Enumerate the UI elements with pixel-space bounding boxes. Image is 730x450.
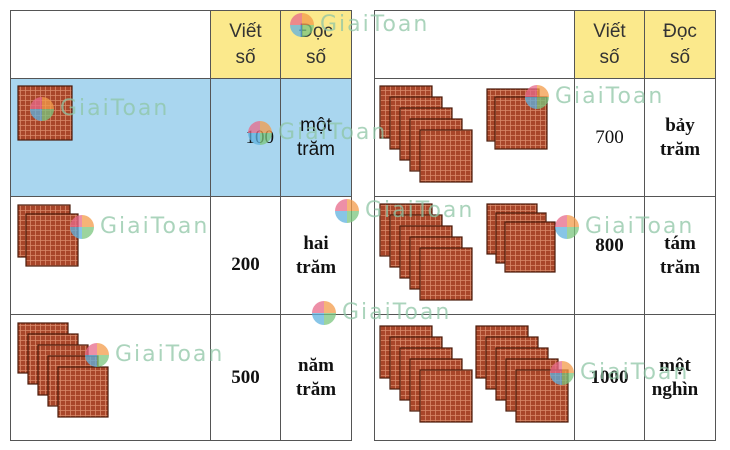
hundred-block (419, 369, 473, 423)
reading-cell: một nghìn (644, 314, 716, 441)
hundred-block (494, 96, 548, 150)
reading-text: hai trăm (295, 232, 337, 278)
hundred-block (17, 85, 73, 141)
reading-text: tám trăm (659, 232, 701, 278)
hundred-block (25, 213, 79, 267)
hundred-block (419, 129, 473, 183)
header-text: Viết số (593, 20, 626, 68)
header-cell: Viết số (574, 10, 645, 79)
reading-text: một trăm (297, 114, 335, 160)
header-cell: Đọc số (644, 10, 716, 79)
reading-text: năm trăm (295, 354, 337, 400)
hundred-block (419, 247, 473, 301)
hundred-block (504, 221, 556, 273)
header-text: Đọc số (663, 20, 697, 68)
reading-cell: một trăm (280, 78, 352, 197)
reading-text: bảy trăm (659, 114, 701, 160)
reading-text: một nghìn (651, 354, 699, 400)
hundred-block (515, 369, 569, 423)
header-text: Viết số (229, 20, 262, 68)
hundred-block (57, 366, 109, 418)
reading-cell: hai trăm (280, 196, 352, 315)
